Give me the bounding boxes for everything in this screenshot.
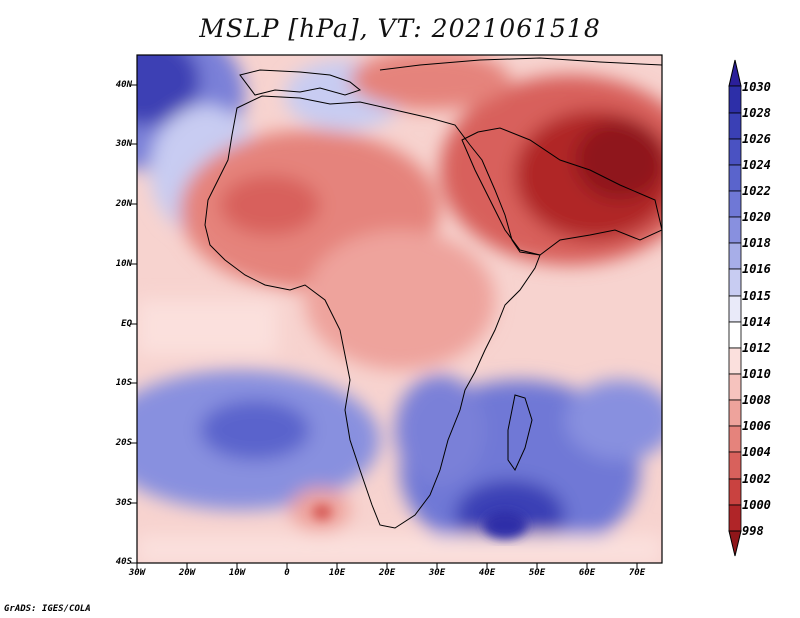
colorbar-swatch bbox=[728, 112, 742, 140]
colorbar-swatch bbox=[728, 190, 742, 218]
colorbar-swatch bbox=[728, 216, 742, 244]
colorbar-swatch bbox=[728, 347, 742, 375]
colorbar-swatch bbox=[728, 295, 742, 323]
lat-label: 30N bbox=[115, 139, 132, 149]
colorbar-swatch bbox=[728, 373, 742, 401]
colorbar-swatch bbox=[728, 504, 742, 532]
colorbar-label: 1022 bbox=[742, 184, 771, 198]
colorbar-bottom-arrow bbox=[728, 530, 742, 557]
colorbar-swatch bbox=[728, 138, 742, 166]
lon-label: 30W bbox=[128, 568, 146, 578]
credit-text: GrADS: IGES/COLA bbox=[4, 604, 91, 614]
colorbar-label: 1026 bbox=[742, 132, 771, 146]
colorbar-swatch bbox=[728, 85, 742, 114]
colorbar-label: 1010 bbox=[742, 367, 771, 381]
lon-label: 60E bbox=[578, 568, 596, 578]
lon-label: 50E bbox=[528, 568, 546, 578]
lat-label: 40S bbox=[115, 557, 132, 567]
lon-label: 20W bbox=[178, 568, 196, 578]
colorbar-label: 1015 bbox=[742, 289, 771, 303]
map-title: MSLP [hPa], VT: 2021061518 bbox=[199, 14, 601, 43]
colorbar-label: 1004 bbox=[742, 445, 771, 459]
colorbar-label: 1020 bbox=[742, 210, 771, 224]
pressure-field bbox=[137, 55, 662, 563]
lat-label: 20N bbox=[115, 199, 132, 209]
lat-label: 20S bbox=[115, 438, 132, 448]
lon-label: 10W bbox=[228, 568, 246, 578]
colorbar-label: 1016 bbox=[742, 262, 771, 276]
colorbar-label: 1012 bbox=[742, 341, 771, 355]
colorbar-swatch bbox=[728, 451, 742, 480]
coastline bbox=[204, 57, 662, 529]
lon-label: 0 bbox=[284, 568, 290, 578]
colorbar-label: 1006 bbox=[742, 419, 771, 433]
colorbar-top-arrow bbox=[728, 59, 742, 87]
colorbar-label: 1018 bbox=[742, 236, 771, 250]
lat-label: 10N bbox=[115, 259, 132, 269]
lat-label: EQ bbox=[121, 319, 132, 329]
colorbar-swatch bbox=[728, 321, 742, 349]
colorbar-swatch bbox=[728, 399, 742, 427]
lon-label: 70E bbox=[628, 568, 646, 578]
colorbar-swatch bbox=[728, 242, 742, 270]
colorbar bbox=[728, 59, 742, 557]
colorbar-swatch bbox=[728, 268, 742, 297]
colorbar-label: 1030 bbox=[742, 80, 771, 94]
lat-label: 40N bbox=[115, 80, 132, 90]
colorbar-label: 998 bbox=[742, 524, 764, 538]
colorbar-label: 1024 bbox=[742, 158, 771, 172]
colorbar-label: 1014 bbox=[742, 315, 771, 329]
colorbar-swatch bbox=[728, 478, 742, 506]
lon-label: 10E bbox=[328, 568, 346, 578]
lat-label: 10S bbox=[115, 378, 132, 388]
colorbar-label: 1008 bbox=[742, 393, 771, 407]
lon-label: 30E bbox=[428, 568, 446, 578]
lat-label: 30S bbox=[115, 498, 132, 508]
colorbar-label: 1002 bbox=[742, 472, 771, 486]
lon-label: 20E bbox=[378, 568, 396, 578]
axis-ticks bbox=[131, 84, 638, 569]
colorbar-label: 1000 bbox=[742, 498, 771, 512]
colorbar-swatch bbox=[728, 164, 742, 192]
map-frame bbox=[136, 54, 663, 564]
colorbar-label: 1028 bbox=[742, 106, 771, 120]
lon-label: 40E bbox=[478, 568, 496, 578]
colorbar-swatch bbox=[728, 425, 742, 453]
